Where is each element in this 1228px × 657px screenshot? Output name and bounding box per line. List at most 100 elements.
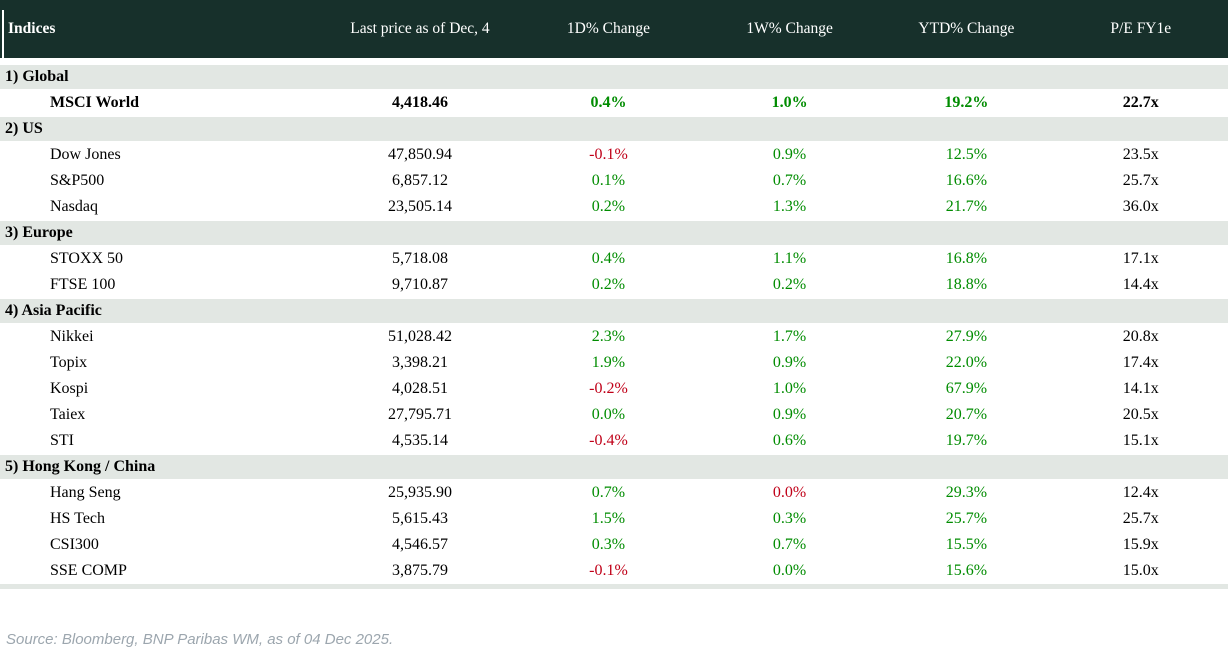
d1-change-cell: 0.2% <box>591 276 626 293</box>
last-price-cell: 47,850.94 <box>387 146 452 163</box>
section-header-row: 4) Asia Pacific <box>0 299 1228 323</box>
ytd-change-cell: 22.0% <box>945 354 988 371</box>
last-price-cell: 25,935.90 <box>387 484 452 501</box>
w1-change-cell: 0.6% <box>772 432 807 449</box>
ytd-change-cell: 12.5% <box>945 146 988 163</box>
w1-change-cell: 1.0% <box>771 94 808 111</box>
d1-change-cell: -0.1% <box>589 562 628 579</box>
table-row: CSI300 4,546.57 0.3% 0.7% 15.5% 15.9x <box>0 532 1228 558</box>
pe-cell: 17.1x <box>1122 250 1159 267</box>
table-row: S&P500 6,857.12 0.1% 0.7% 16.6% 25.7x <box>0 168 1228 194</box>
ytd-change-cell: 16.8% <box>945 250 988 267</box>
d1-change-cell: 1.5% <box>591 510 626 527</box>
w1-change-cell: 0.2% <box>772 276 807 293</box>
ytd-change-cell: 15.6% <box>945 562 988 579</box>
d1-change-cell: 0.3% <box>591 536 626 553</box>
ytd-change-cell: 29.3% <box>945 484 988 501</box>
source-note: Source: Bloomberg, BNP Paribas WM, as of… <box>6 631 394 648</box>
last-price-cell: 9,710.87 <box>391 276 448 293</box>
ytd-change-cell: 67.9% <box>945 380 988 397</box>
pe-cell: 14.1x <box>1122 380 1159 397</box>
index-name: CSI300 <box>50 536 99 553</box>
last-price-cell: 3,398.21 <box>391 354 448 371</box>
pe-cell: 36.0x <box>1122 198 1159 215</box>
pe-cell: 15.0x <box>1122 562 1159 579</box>
header-body-gap <box>0 58 1228 64</box>
ytd-change-cell: 25.7% <box>945 510 988 527</box>
index-name: Kospi <box>50 380 89 397</box>
table-end-strip <box>0 584 1228 589</box>
pe-cell: 25.7x <box>1122 172 1159 189</box>
table-row: Nasdaq 23,505.14 0.2% 1.3% 21.7% 36.0x <box>0 194 1228 220</box>
pe-cell: 15.1x <box>1122 432 1159 449</box>
d1-change-cell: 0.4% <box>590 94 627 111</box>
pe-cell: 17.4x <box>1122 354 1159 371</box>
column-header-1d-change: 1D% Change <box>566 20 650 37</box>
ytd-change-cell: 21.7% <box>945 198 988 215</box>
ytd-change-cell: 27.9% <box>945 328 988 345</box>
last-price-cell: 51,028.42 <box>387 328 452 345</box>
pe-cell: 23.5x <box>1122 146 1159 163</box>
d1-change-cell: 0.1% <box>591 172 626 189</box>
pe-cell: 14.4x <box>1122 276 1159 293</box>
w1-change-cell: 0.7% <box>772 172 807 189</box>
last-price-cell: 4,546.57 <box>391 536 448 553</box>
pe-cell: 20.8x <box>1122 328 1159 345</box>
d1-change-cell: 0.2% <box>591 198 626 215</box>
table-title: Indices <box>8 20 56 37</box>
index-name: SSE COMP <box>50 562 127 579</box>
last-price-cell: 5,718.08 <box>391 250 448 267</box>
header-left-accent-line <box>2 10 4 58</box>
section-header-row: 1) Global <box>0 65 1228 89</box>
index-name: Nikkei <box>50 328 94 345</box>
index-name: STI <box>50 432 74 449</box>
index-name: FTSE 100 <box>50 276 116 293</box>
pe-cell: 15.9x <box>1122 536 1159 553</box>
d1-change-cell: 0.7% <box>591 484 626 501</box>
table-row: Kospi 4,028.51 -0.2% 1.0% 67.9% 14.1x <box>0 376 1228 402</box>
d1-change-cell: 0.0% <box>591 406 626 423</box>
table-row: MSCI World 4,418.46 0.4% 1.0% 19.2% 22.7x <box>0 90 1228 116</box>
index-name: Taiex <box>50 406 86 423</box>
last-price-cell: 4,535.14 <box>391 432 448 449</box>
pe-cell: 25.7x <box>1122 510 1159 527</box>
table-row: Dow Jones 47,850.94 -0.1% 0.9% 12.5% 23.5x <box>0 142 1228 168</box>
d1-change-cell: 0.4% <box>591 250 626 267</box>
column-header-1w-change: 1W% Change <box>746 20 833 37</box>
last-price-cell: 6,857.12 <box>391 172 448 189</box>
pe-cell: 20.5x <box>1122 406 1159 423</box>
ytd-change-cell: 19.2% <box>944 94 989 111</box>
table-row: STOXX 50 5,718.08 0.4% 1.1% 16.8% 17.1x <box>0 246 1228 272</box>
pe-cell: 12.4x <box>1122 484 1159 501</box>
w1-change-cell: 1.7% <box>772 328 807 345</box>
d1-change-cell: -0.4% <box>589 432 628 449</box>
column-header-pe: P/E FY1e <box>1110 20 1172 37</box>
index-name: HS Tech <box>50 510 106 527</box>
w1-change-cell: 0.0% <box>772 562 807 579</box>
table-row: SSE COMP 3,875.79 -0.1% 0.0% 15.6% 15.0x <box>0 558 1228 584</box>
w1-change-cell: 1.0% <box>772 380 807 397</box>
ytd-change-cell: 20.7% <box>945 406 988 423</box>
w1-change-cell: 0.9% <box>772 146 807 163</box>
d1-change-cell: 1.9% <box>591 354 626 371</box>
ytd-change-cell: 19.7% <box>945 432 988 449</box>
pe-cell: 22.7x <box>1122 94 1159 111</box>
index-name: Nasdaq <box>50 198 98 215</box>
w1-change-cell: 0.0% <box>772 484 807 501</box>
w1-change-cell: 0.3% <box>772 510 807 527</box>
last-price-cell: 23,505.14 <box>387 198 452 215</box>
index-name: Dow Jones <box>50 146 121 163</box>
last-price-cell: 4,418.46 <box>391 94 448 111</box>
table-body: 1) Global MSCI World 4,418.46 0.4% 1.0% 19.2%… <box>0 65 1228 584</box>
w1-change-cell: 1.3% <box>772 198 807 215</box>
table-row: STI 4,535.14 -0.4% 0.6% 19.7% 15.1x <box>0 428 1228 454</box>
w1-change-cell: 0.9% <box>772 354 807 371</box>
index-name: S&P500 <box>50 172 105 189</box>
last-price-cell: 5,615.43 <box>391 510 448 527</box>
table-header-row: Indices Last price as of Dec, 4 1D% Chan… <box>0 0 1228 58</box>
section-header-row: 3) Europe <box>0 221 1228 245</box>
d1-change-cell: -0.2% <box>589 380 628 397</box>
table-row: Topix 3,398.21 1.9% 0.9% 22.0% 17.4x <box>0 350 1228 376</box>
d1-change-cell: -0.1% <box>589 146 628 163</box>
